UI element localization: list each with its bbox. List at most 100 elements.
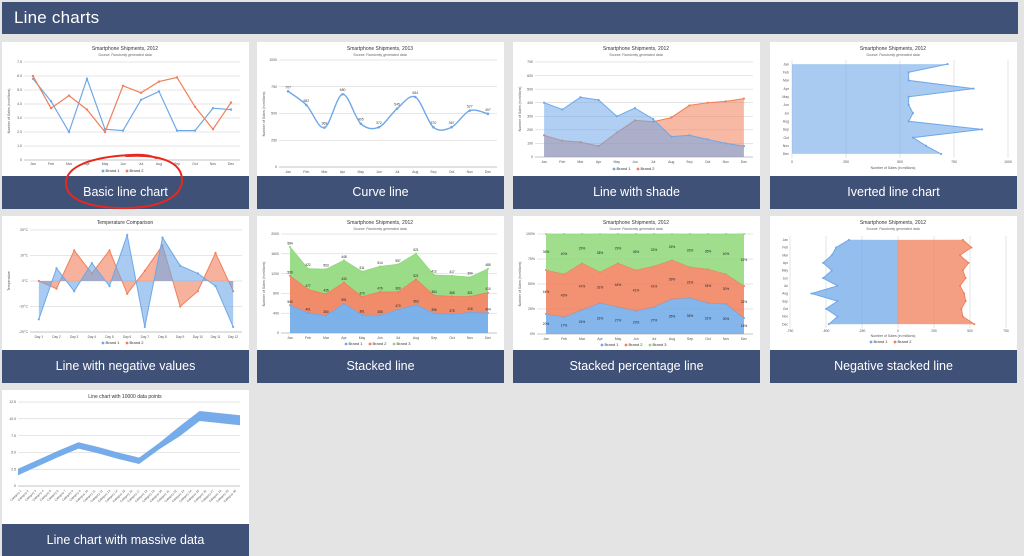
card-inverted-line-chart[interactable]: Smartphone Shipments, 2012 Source: Rando… — [770, 42, 1017, 209]
card-line-with-shade[interactable]: Smartphone Shipments, 2012 Source: Rando… — [513, 42, 760, 209]
data-point — [848, 238, 851, 241]
card-label[interactable]: Stacked line — [257, 350, 504, 383]
y-tick-label: Oct — [783, 307, 788, 311]
data-point — [725, 233, 727, 235]
data-point — [361, 295, 363, 298]
data-point — [397, 308, 399, 311]
card-stacked-line[interactable]: Smartphone Shipments, 2012 Source: Rando… — [257, 216, 504, 383]
data-point — [561, 108, 564, 111]
x-tick-label: Dec — [485, 170, 491, 174]
data-point — [581, 233, 583, 235]
data-point — [633, 107, 637, 110]
data-label: 560 — [287, 300, 293, 304]
data-point — [835, 246, 838, 249]
data-point — [229, 101, 233, 104]
x-tick-label: May — [357, 170, 364, 174]
data-point — [542, 101, 546, 104]
data-label: 422 — [305, 263, 311, 267]
data-label: 584 — [287, 241, 293, 245]
data-label: 417 — [449, 270, 455, 274]
data-point — [670, 116, 673, 119]
legend-item: Brand 3 — [397, 341, 412, 346]
series-line — [907, 63, 983, 155]
legend-item: Brand 2 — [130, 340, 145, 345]
data-point — [175, 76, 179, 79]
data-point — [413, 95, 417, 99]
x-tick-label: 250 — [843, 160, 849, 164]
card-line-chart-with-massive-data[interactable]: Line chart with 10000 data points 0 2.5 5.… — [2, 390, 249, 556]
card-stacked-percentage-line[interactable]: Smartphone Shipments, 2012 Source: Rando… — [513, 216, 760, 383]
card-label[interactable]: Line with shade — [513, 176, 760, 209]
data-label: 30% — [723, 317, 730, 321]
x-tick-label: Oct — [705, 337, 710, 341]
chart-thumbnail: Smartphone Shipments, 2012 Source: Rando… — [257, 216, 504, 350]
data-label: 527 — [467, 105, 473, 109]
data-point — [597, 98, 600, 102]
data-label: 477 — [305, 284, 311, 288]
data-point — [108, 249, 111, 252]
chart-subtitle: Source: Randomly generated data — [866, 227, 919, 231]
card-label[interactable]: Stacked percentage line — [513, 350, 760, 383]
y-tick-label: 75% — [528, 257, 535, 261]
x-tick-label: Mar — [579, 337, 586, 341]
data-label: 33% — [687, 249, 694, 253]
data-point — [980, 128, 984, 131]
data-point — [377, 125, 381, 129]
card-label[interactable]: Curve line — [257, 176, 504, 209]
y-tick-label: 4.0 — [17, 102, 22, 106]
data-point — [211, 107, 215, 110]
card-basic-line-chart[interactable]: Smartphone Shipments, 2012 Source: Rando… — [2, 42, 249, 209]
data-point — [973, 323, 976, 326]
data-point — [73, 249, 76, 252]
series-area — [546, 260, 744, 318]
chart-title: Line chart with 10000 data points — [88, 394, 162, 400]
data-point — [961, 238, 964, 241]
x-tick-label: Apr — [596, 160, 602, 164]
data-label: 17% — [561, 324, 568, 328]
data-point — [325, 293, 327, 296]
data-point — [907, 95, 910, 98]
legend-item: Brand 1 — [605, 342, 620, 347]
chart-title: Smartphone Shipments, 2012 — [603, 220, 669, 226]
card-label[interactable]: Line chart with massive data — [2, 524, 249, 556]
chart-subtitle: Source: Randomly generated data — [609, 53, 662, 57]
y-tick-label: May — [782, 269, 789, 273]
y-tick-label: Mar — [782, 253, 789, 257]
series-area — [544, 97, 744, 157]
data-label: 31% — [705, 317, 712, 321]
data-point — [563, 233, 565, 235]
y-tick-label: 7.5 — [11, 434, 16, 438]
card-curve-line[interactable]: Smartphone Shipments, 2013 Source: Rando… — [257, 42, 504, 209]
data-label: 390 — [467, 272, 473, 276]
legend-marker — [600, 343, 604, 347]
series-line — [809, 239, 850, 325]
card-label[interactable]: Negative stacked line — [770, 350, 1017, 383]
data-label: 448 — [341, 255, 347, 259]
x-tick-label: Apr — [340, 170, 346, 174]
data-label: 410 — [485, 287, 491, 291]
data-point — [193, 105, 197, 108]
y-tick-label: Nov — [783, 144, 789, 148]
card-line-with-negative-values[interactable]: Temperature Comparison -20°C -10°C 0°C 10°C… — [2, 216, 249, 383]
data-point — [126, 234, 129, 237]
card-label[interactable]: Iverted line chart — [770, 176, 1017, 209]
x-tick-label: 750 — [951, 160, 957, 164]
card-label[interactable]: Line with negative values — [2, 350, 249, 383]
y-tick-label: Dec — [782, 322, 788, 326]
y-tick-label: Oct — [784, 136, 789, 140]
y-tick-label: -20°C — [19, 330, 28, 334]
data-point — [415, 304, 417, 307]
data-point — [964, 300, 967, 303]
card-label[interactable]: Basic line chart — [2, 176, 249, 209]
data-point — [179, 264, 182, 267]
data-point — [289, 245, 291, 248]
chart-subtitle: Source: Randomly generated data — [98, 53, 151, 57]
page-header: Line charts — [2, 2, 1018, 34]
card-negative-stacked-line[interactable]: Smartphone Shipments, 2012 Source: Rando… — [770, 216, 1017, 383]
data-point — [946, 62, 949, 66]
y-tick-label: 0% — [530, 332, 535, 336]
data-label: 485 — [485, 263, 491, 267]
y-tick-label: 0°C — [22, 279, 28, 283]
series-area — [546, 298, 744, 334]
data-point — [343, 302, 345, 305]
